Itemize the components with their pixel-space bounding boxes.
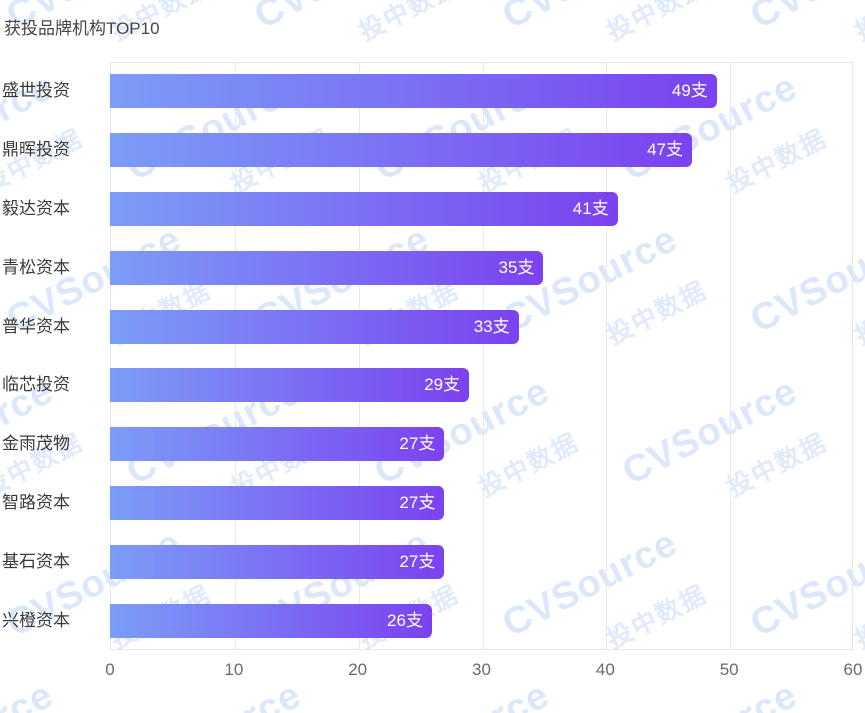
watermark-text: CVSource: [248, 0, 436, 38]
gridline: [730, 63, 732, 649]
x-axis-tick-labels: 0 10 20 30 40 50 60: [0, 660, 865, 700]
watermark-text: CVSource: [0, 65, 61, 190]
x-tick-label: 10: [224, 660, 244, 679]
gridline: [482, 63, 484, 649]
watermark-text: 投中数据: [850, 0, 865, 47]
category-label: 鼎晖投资: [2, 140, 70, 160]
x-tick-label: 40: [595, 660, 615, 679]
category-label: 毅达资本: [2, 199, 70, 218]
category-label: 兴橙资本: [2, 610, 70, 630]
category-label: 金雨茂物: [2, 434, 70, 454]
gridline: [234, 63, 236, 649]
watermark-text: 投中数据: [0, 428, 88, 503]
x-tick-label: 0: [105, 660, 115, 679]
watermark-text: CVSource: [0, 369, 61, 494]
plot-area: [110, 62, 853, 650]
watermark-text: 投中数据: [0, 124, 88, 199]
watermark-text: 投中数据: [602, 0, 712, 47]
x-tick-label: 30: [472, 660, 491, 679]
category-label: 青松资本: [2, 257, 70, 277]
x-tick-label: 60: [843, 660, 863, 679]
category-label: 临芯投资: [2, 375, 70, 395]
watermark-text: CVSource: [496, 0, 684, 38]
category-label: 基石资本: [2, 551, 70, 571]
x-tick-label: 50: [719, 660, 739, 679]
gridline: [358, 63, 360, 649]
watermark-text: CVSource: [744, 0, 865, 38]
x-tick-label: 20: [348, 660, 368, 679]
gridline: [606, 63, 608, 649]
category-label: 盛世投资: [2, 81, 70, 101]
watermark-text: 投中数据: [354, 0, 464, 47]
category-label: 普华资本: [2, 316, 70, 336]
chart-title: 获投品牌机构TOP10: [4, 19, 160, 38]
category-label: 智路资本: [2, 493, 70, 512]
